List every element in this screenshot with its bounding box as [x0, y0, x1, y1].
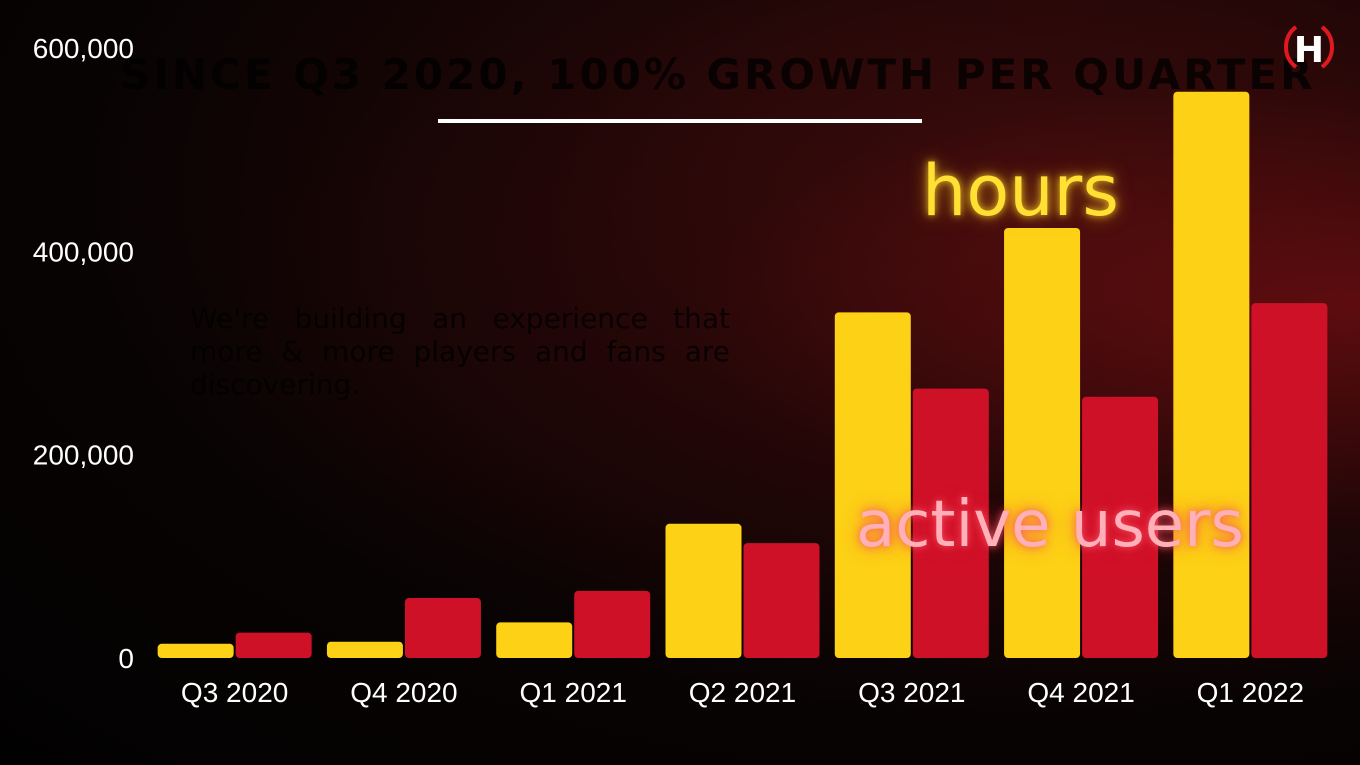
bar-hours-q1-2022	[1173, 91, 1250, 658]
title-underline	[438, 119, 922, 123]
y-tick-label: 0	[118, 643, 134, 674]
bars	[157, 91, 1328, 658]
slide-body-text: We're building an experience that more &…	[190, 302, 730, 401]
bar-active-users-q2-2021	[743, 543, 820, 658]
logo-letter: H	[1294, 30, 1324, 70]
y-tick-label: 400,000	[33, 236, 134, 267]
bar-hours-q2-2021	[665, 523, 742, 658]
bar-active-users-q1-2021	[574, 590, 651, 658]
x-tick-label: Q3 2020	[181, 677, 288, 708]
y-tick-label: 600,000	[33, 33, 134, 64]
bar-active-users-q1-2022	[1251, 303, 1328, 658]
x-tick-label: Q3 2021	[858, 677, 965, 708]
logo-left-bracket	[1284, 25, 1298, 69]
bar-hours-q4-2020	[326, 641, 403, 658]
x-tick-label: Q4 2021	[1027, 677, 1134, 708]
x-tick-label: Q4 2020	[350, 677, 457, 708]
bar-active-users-q4-2021	[1082, 396, 1159, 658]
series-label-active-users: active users	[856, 488, 1244, 562]
x-tick-label: Q1 2022	[1197, 677, 1304, 708]
y-axis: 0 200,000 400,000 600,000	[33, 33, 134, 674]
h-shield-logo-icon: H	[1284, 25, 1334, 70]
logo-right-bracket	[1320, 25, 1334, 69]
bar-active-users-q3-2021	[912, 388, 989, 658]
bar-hours-q1-2021	[496, 622, 573, 658]
series-label-hours: hours	[922, 150, 1119, 232]
x-tick-label: Q1 2021	[520, 677, 627, 708]
y-tick-label: 200,000	[33, 440, 134, 471]
bar-hours-q3-2020	[157, 643, 234, 658]
bar-active-users-q3-2020	[235, 632, 312, 658]
bar-hours-q3-2021	[834, 312, 911, 658]
bar-active-users-q4-2020	[404, 598, 481, 658]
slide-title: SINCE Q3 2020, 100% GROWTH PER QUARTER	[120, 50, 1316, 99]
x-axis: Q3 2020 Q4 2020 Q1 2021 Q2 2021 Q3 2021 Q4 20…	[181, 677, 1304, 708]
x-tick-label: Q2 2021	[689, 677, 796, 708]
bar-hours-q4-2021	[1004, 227, 1081, 658]
